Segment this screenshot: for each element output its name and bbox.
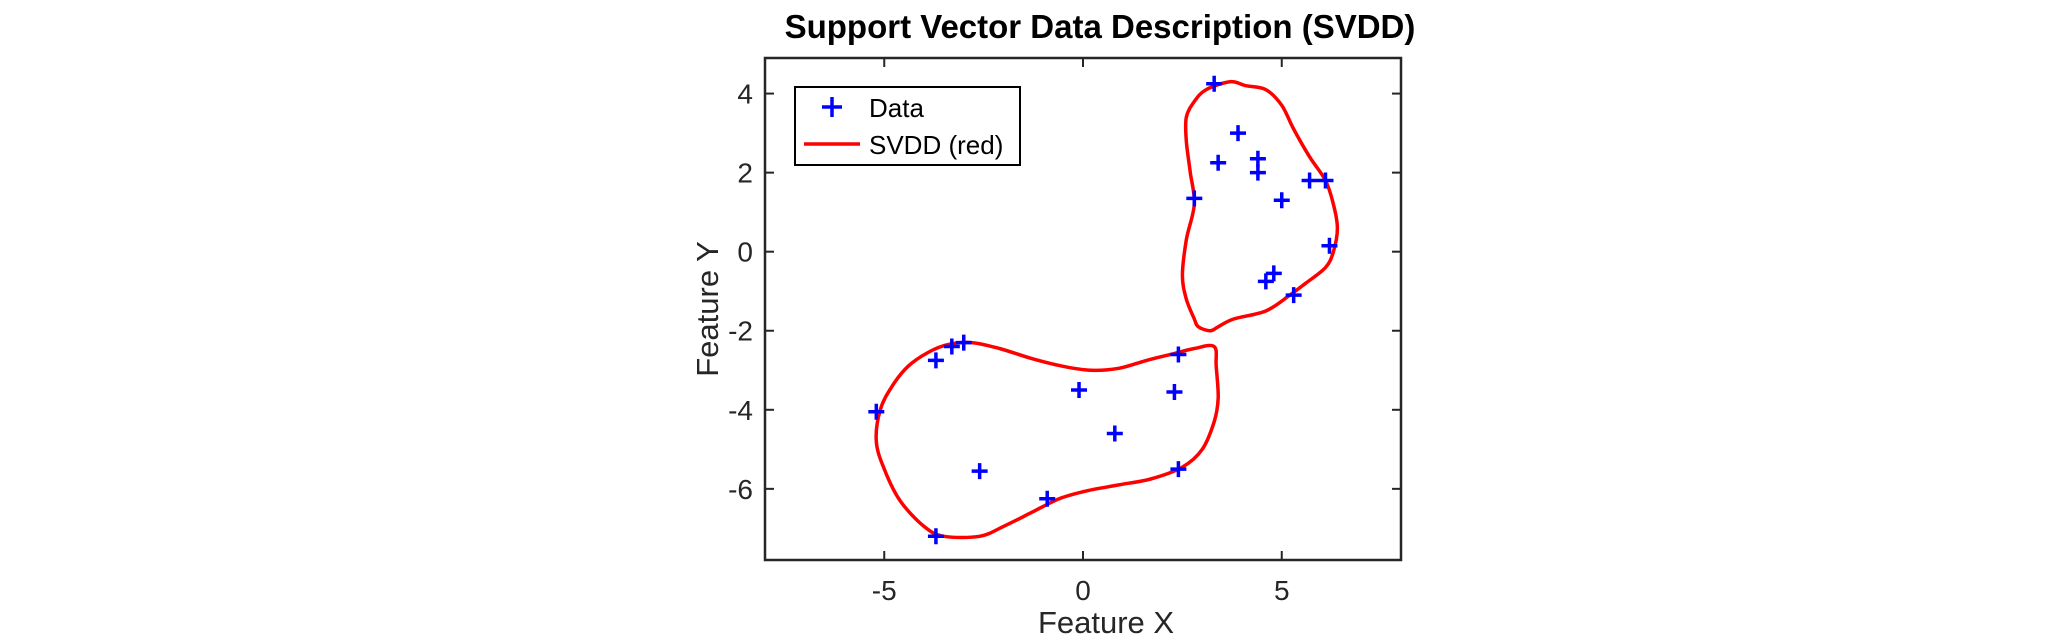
data-point: [1039, 490, 1056, 507]
data-point: [1301, 172, 1318, 189]
data-point: [1273, 192, 1290, 209]
data-point: [1230, 125, 1247, 142]
y-tick-label: 2: [737, 158, 753, 189]
legend-data-marker: [822, 97, 842, 117]
x-tick-label: -5: [872, 575, 897, 606]
svdd-boundary-1: [1180, 79, 1340, 333]
data-point: [1210, 154, 1227, 171]
legend-svdd-label: SVDD (red): [869, 130, 1003, 160]
data-point: [868, 403, 885, 420]
data-point: [1170, 461, 1187, 478]
data-point: [1166, 384, 1183, 401]
y-axis-label: Feature Y: [690, 241, 725, 377]
data-point: [1071, 382, 1088, 399]
data-point: [943, 338, 960, 355]
data-point: [1106, 425, 1123, 442]
data-point: [927, 352, 944, 369]
data-point: [1285, 287, 1302, 304]
legend-item-svdd: SVDD (red): [804, 130, 1003, 160]
data-point: [927, 528, 944, 545]
data-point: [1206, 75, 1223, 92]
data-point: [1257, 273, 1274, 290]
y-tick-label: 0: [737, 237, 753, 268]
data-point: [1317, 172, 1334, 189]
data-point: [1249, 164, 1266, 181]
data-point: [971, 463, 988, 480]
data-points-layer: [868, 75, 1338, 545]
y-tick-label: -2: [728, 316, 753, 347]
svdd-boundary-layer: [874, 79, 1340, 540]
data-point: [1265, 265, 1282, 282]
data-point: [1249, 150, 1266, 167]
data-point: [955, 334, 972, 351]
x-tick-label: 0: [1075, 575, 1091, 606]
svdd-boundary-2: [874, 340, 1220, 540]
y-tick-label: -4: [728, 395, 753, 426]
x-tick-label: 5: [1274, 575, 1290, 606]
legend: Data SVDD (red): [794, 86, 1021, 166]
legend-data-label: Data: [869, 93, 924, 123]
x-axis-label: Feature X: [1038, 605, 1174, 640]
chart-title: Support Vector Data Description (SVDD): [785, 8, 1416, 45]
data-point: [1170, 346, 1187, 363]
data-point: [1186, 190, 1203, 207]
y-tick-label: -6: [728, 474, 753, 505]
y-tick-label: 4: [737, 79, 753, 110]
data-point: [1321, 237, 1338, 254]
legend-item-data: Data: [822, 93, 924, 123]
y-axis-ticks: -6 -4 -2 0 2 4: [728, 79, 1401, 505]
x-axis-ticks: -5 0 5: [872, 58, 1290, 606]
